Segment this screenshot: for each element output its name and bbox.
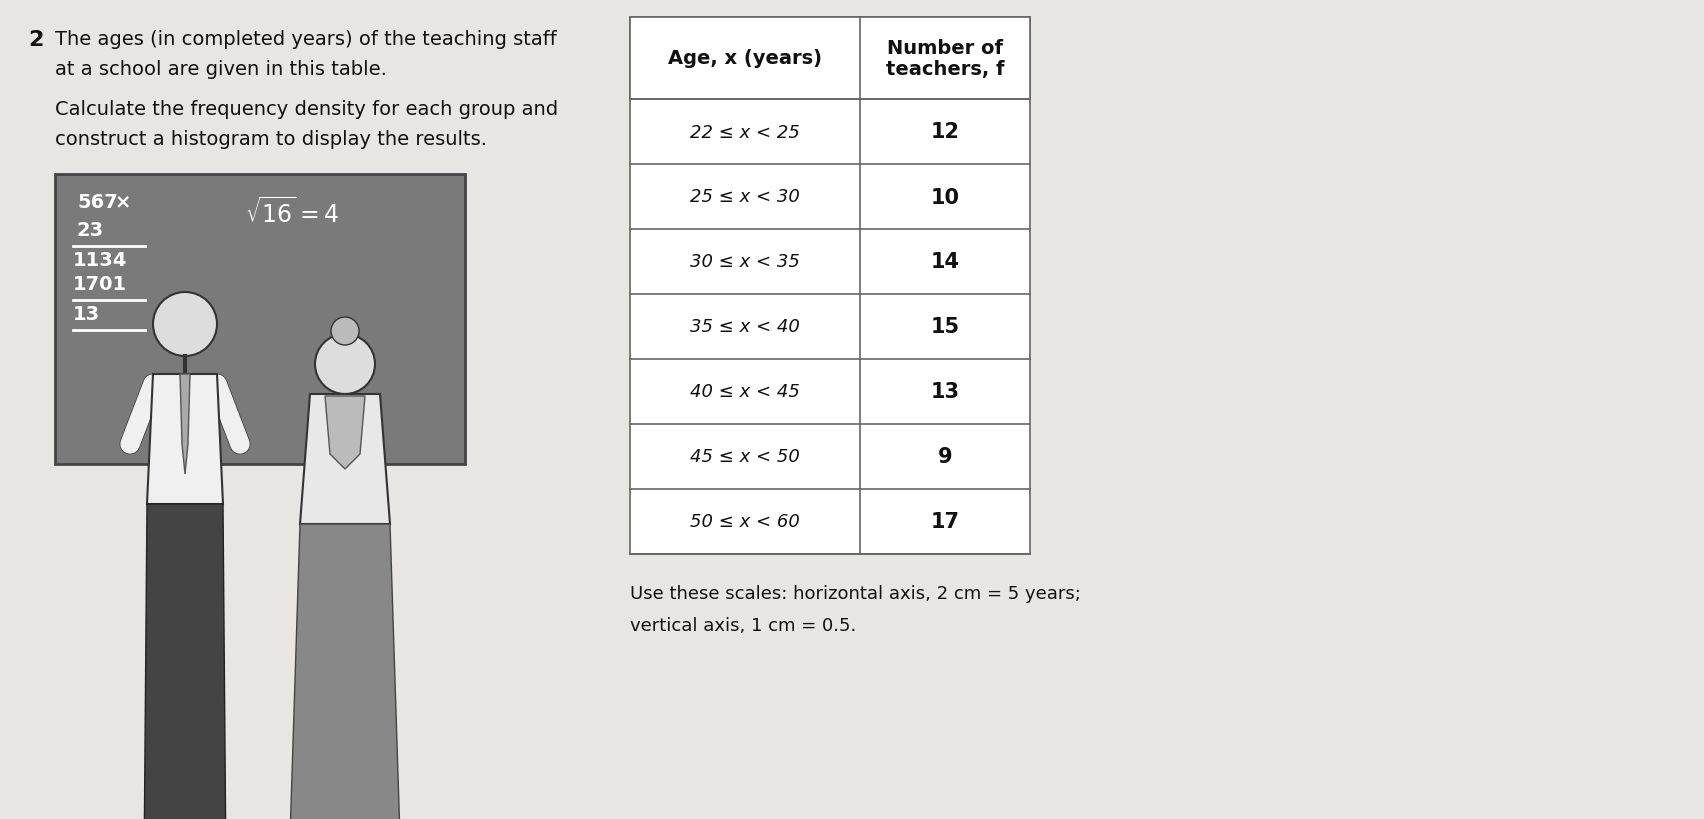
Text: 12: 12 [930,122,959,143]
Text: 567: 567 [77,192,118,212]
Text: 50 ≤ x < 60: 50 ≤ x < 60 [690,513,799,531]
Text: construct a histogram to display the results.: construct a histogram to display the res… [55,130,487,149]
Text: The ages (in completed years) of the teaching staff: The ages (in completed years) of the tea… [55,30,557,49]
Polygon shape [147,374,223,505]
Bar [630,18,1029,100]
Text: at a school are given in this table.: at a school are given in this table. [55,60,387,79]
Polygon shape [325,396,365,469]
Text: 22 ≤ x < 25: 22 ≤ x < 25 [690,124,799,142]
Text: 2: 2 [27,30,43,50]
Bar [630,18,1029,554]
Text: 23: 23 [77,221,104,240]
Text: Number of
teachers, f: Number of teachers, f [886,38,1004,79]
Text: Age, x (years): Age, x (years) [668,49,821,69]
Circle shape [315,335,375,395]
Text: 30 ≤ x < 35: 30 ≤ x < 35 [690,253,799,271]
Text: 25 ≤ x < 30: 25 ≤ x < 30 [690,188,799,206]
Text: vertical axis, 1 cm = 0.5.: vertical axis, 1 cm = 0.5. [630,616,855,634]
Text: 9: 9 [937,447,953,467]
Text: 15: 15 [930,317,959,337]
Polygon shape [285,524,406,819]
Text: 13: 13 [930,382,959,402]
Text: 45 ≤ x < 50: 45 ≤ x < 50 [690,448,799,466]
Text: ×: × [114,192,131,212]
Text: Use these scales: horizontal axis, 2 cm = 5 years;: Use these scales: horizontal axis, 2 cm … [630,584,1080,602]
Polygon shape [300,395,390,524]
Text: 35 ≤ x < 40: 35 ≤ x < 40 [690,318,799,336]
Text: Calculate the frequency density for each group and: Calculate the frequency density for each… [55,100,559,119]
Text: 14: 14 [930,252,959,272]
Bar [55,174,465,464]
Text: 1134: 1134 [73,251,128,269]
Text: 10: 10 [930,188,959,207]
Text: 13: 13 [73,305,101,324]
Text: 40 ≤ x < 45: 40 ≤ x < 45 [690,383,799,401]
Circle shape [153,292,216,356]
Circle shape [331,318,360,346]
Text: 1701: 1701 [73,274,128,294]
Polygon shape [143,505,227,819]
Text: $\sqrt{16}=4$: $\sqrt{16}=4$ [245,197,339,227]
Text: 17: 17 [930,512,959,532]
Polygon shape [181,374,191,474]
